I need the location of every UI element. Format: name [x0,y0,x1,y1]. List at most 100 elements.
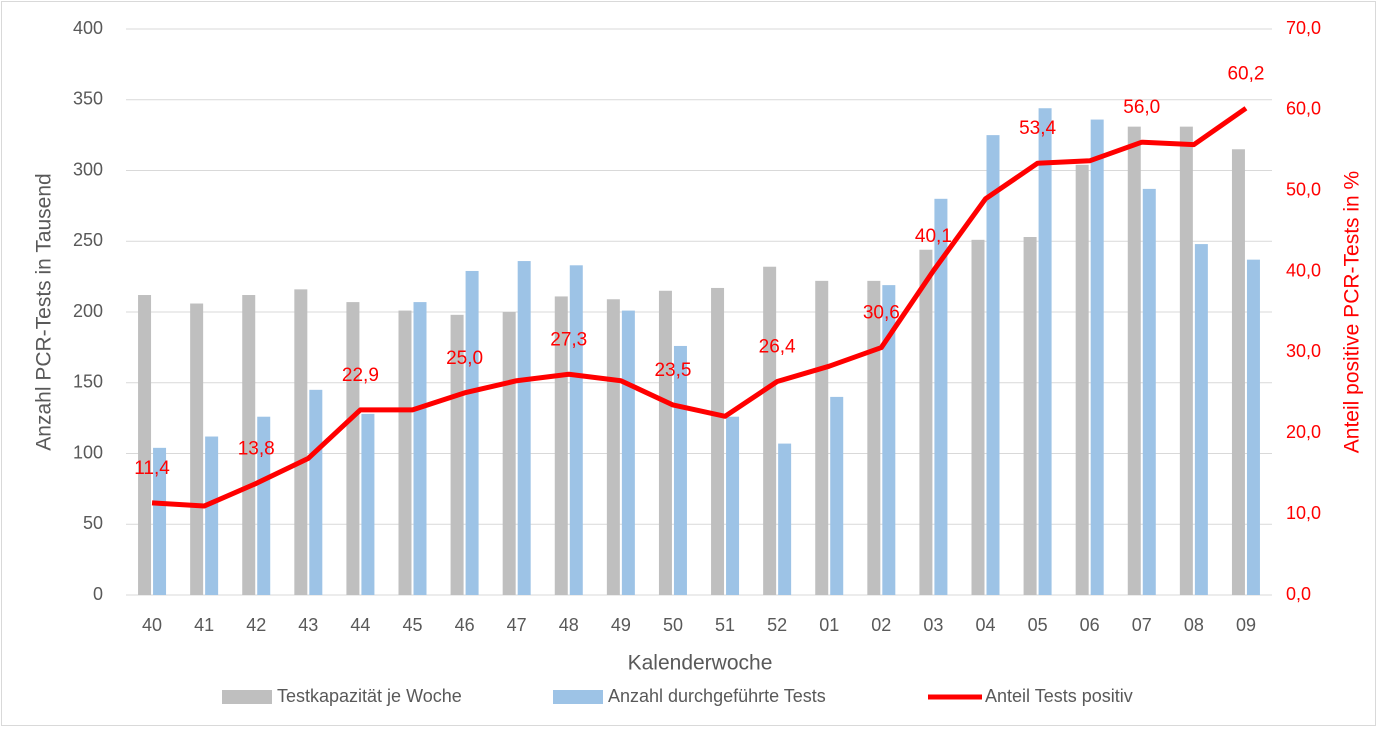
bar [257,416,271,595]
x-tick-label: 46 [455,615,475,635]
bar [658,290,672,595]
bar [398,310,412,595]
y2-tick-label: 30,0 [1286,341,1321,361]
bar [711,287,725,595]
bar [1075,164,1089,595]
bar [934,198,948,596]
x-tick-label: 09 [1236,615,1256,635]
legend-label: Anteil Tests positiv [985,686,1133,706]
bar [867,280,881,595]
bar [763,266,777,595]
legend-swatch [222,690,272,704]
bar [606,299,620,595]
bar [413,302,427,595]
bar [346,302,360,595]
x-tick-label: 40 [142,615,162,635]
legend-label: Testkapazität je Woche [277,686,462,706]
bar [1038,108,1052,596]
bar [882,285,896,595]
data-label: 40,1 [915,226,952,247]
y2-tick-label: 50,0 [1286,179,1321,199]
x-tick-label: 03 [923,615,943,635]
bar [1142,188,1156,595]
bar [1194,244,1208,595]
x-tick-label: 06 [1080,615,1100,635]
x-tick-label: 49 [611,615,631,635]
y-tick-label: 250 [73,230,103,250]
data-label: 60,2 [1227,63,1264,84]
bar [1090,119,1104,595]
data-label: 53,4 [1019,118,1056,139]
bar [778,443,792,595]
bar [1231,149,1245,595]
y2-axis-title: Anteil positive PCR-Tests in % [1341,171,1364,453]
legend-label: Anzahl durchgeführte Tests [608,686,826,706]
data-label: 11,4 [134,458,170,479]
data-label: 25,0 [446,348,483,369]
x-tick-label: 41 [194,615,214,635]
x-tick-label: 48 [559,615,579,635]
y-tick-label: 300 [73,159,103,179]
bar [502,312,516,595]
x-tick-label: 02 [871,615,891,635]
y2-tick-label: 70,0 [1286,18,1321,38]
y2-tick-label: 10,0 [1286,503,1321,523]
y2-tick-label: 60,0 [1286,99,1321,119]
bar [309,389,323,595]
bar [153,447,167,595]
bar [726,416,740,595]
y-tick-label: 100 [73,442,103,462]
bar [1023,237,1037,595]
x-tick-label: 52 [767,615,787,635]
bar [190,303,204,595]
bar [294,289,308,595]
bar [1179,126,1193,595]
data-label: 13,8 [238,438,275,459]
x-tick-label: 08 [1184,615,1204,635]
bar [450,314,464,595]
y-tick-label: 400 [73,18,103,38]
y-tick-label: 350 [73,89,103,109]
bar [919,249,933,596]
x-tick-label: 05 [1028,615,1048,635]
bar [986,135,1000,595]
x-tick-label: 44 [350,615,370,635]
data-label: 27,3 [550,329,587,350]
bar [205,436,219,595]
data-label: 30,6 [863,303,900,324]
x-axis-title: Kalenderwoche [628,652,773,675]
x-tick-label: 04 [975,615,995,635]
bar [971,239,985,595]
bar [830,396,844,595]
bar [1127,126,1141,595]
x-tick-label: 01 [819,615,839,635]
legend-swatch [553,690,603,704]
x-tick-label: 45 [402,615,422,635]
y-tick-label: 150 [73,372,103,392]
data-label: 22,9 [342,365,379,386]
x-tick-label: 47 [507,615,527,635]
y2-tick-label: 0,0 [1286,584,1311,604]
bar [1246,259,1260,595]
x-tick-label: 51 [715,615,735,635]
bar [815,280,829,595]
y-axis-title: Anzahl PCR-Tests in Tausend [33,173,56,450]
x-tick-label: 50 [663,615,683,635]
bar [673,345,687,595]
bar [138,295,152,595]
bar [361,413,375,595]
bar [465,270,479,595]
bar [569,265,583,595]
y2-tick-label: 20,0 [1286,422,1321,442]
data-label: 26,4 [759,337,796,358]
line [151,106,1248,509]
y-tick-label: 0 [93,584,103,604]
y2-tick-label: 40,0 [1286,260,1321,280]
bar [621,310,635,595]
data-label: 23,5 [654,360,691,381]
bar [517,261,531,595]
y-tick-label: 50 [83,513,103,533]
x-tick-label: 43 [298,615,318,635]
data-label: 56,0 [1123,97,1160,118]
